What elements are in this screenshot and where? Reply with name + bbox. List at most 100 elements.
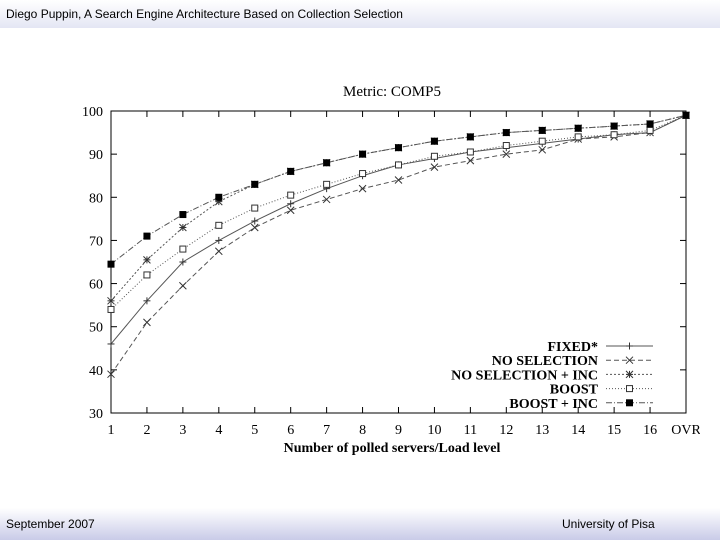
- marker-square-filled: [646, 120, 654, 128]
- chart-container: Metric: COMP5 30 40 50 60 70 80 90 100 1 2 3 4 5 6 7 8 9…: [60, 76, 701, 466]
- marker-square-open: [323, 180, 331, 188]
- legend-label: NO SELECTION: [492, 354, 598, 369]
- series-line: [110, 114, 687, 375]
- marker-square-filled: [215, 193, 223, 201]
- marker-square-open: [430, 152, 438, 160]
- slide-header-title: Diego Puppin, A Search Engine Architectu…: [6, 7, 403, 21]
- x-tick-label: 16: [643, 423, 657, 438]
- x-tick-label: 10: [427, 423, 441, 438]
- marker-cross: [394, 176, 403, 184]
- marker-square-open: [538, 137, 546, 145]
- marker-square-open: [359, 170, 367, 178]
- plot-frame: [110, 110, 687, 414]
- x-tick-label: 7: [323, 423, 330, 438]
- marker-square-filled: [359, 150, 367, 158]
- marker-square-filled: [466, 133, 474, 141]
- marker-square-open: [215, 221, 223, 229]
- marker-square-open: [502, 142, 510, 150]
- marker-asterisk: [107, 296, 115, 305]
- x-tick-label: 1: [108, 423, 115, 438]
- marker-square-filled: [323, 159, 331, 167]
- marker-square-open: [179, 245, 187, 253]
- marker-asterisk: [143, 255, 151, 264]
- marker-cross: [358, 184, 367, 193]
- y-tick-label: 40: [89, 364, 103, 379]
- marker-square-open: [143, 271, 151, 279]
- y-tick-label: 30: [89, 407, 103, 422]
- marker-cross: [143, 318, 151, 327]
- x-tick-label: 9: [395, 423, 402, 438]
- marker-cross: [538, 145, 547, 154]
- x-tick-label: 15: [607, 423, 621, 438]
- marker-square-filled: [430, 137, 438, 145]
- marker-square-open: [626, 385, 633, 393]
- legend-label: FIXED*: [547, 340, 598, 355]
- marker-square-filled: [682, 111, 690, 119]
- footer-date: September 2007: [6, 517, 95, 531]
- marker-square-filled: [143, 232, 151, 240]
- marker-cross: [502, 150, 511, 158]
- marker-cross: [625, 356, 634, 365]
- x-tick-label: 6: [287, 423, 294, 438]
- marker-cross: [107, 370, 115, 379]
- x-axis-label: Number of polled servers/Load level: [284, 441, 501, 456]
- series-layer: [107, 111, 690, 379]
- marker-square-open: [395, 161, 402, 169]
- series-boost: [107, 111, 690, 313]
- marker-cross: [466, 156, 475, 165]
- x-tick-label: 8: [359, 423, 366, 438]
- x-tick-label: 4: [215, 423, 222, 438]
- header-band: [0, 0, 720, 28]
- y-tick-label: 60: [89, 278, 103, 293]
- marker-square-filled: [251, 180, 259, 188]
- marker-asterisk: [625, 370, 634, 379]
- marker-cross: [286, 206, 295, 215]
- marker-cross: [322, 195, 331, 204]
- marker-square-filled: [538, 126, 546, 134]
- marker-square-filled: [287, 167, 295, 175]
- marker-square-filled: [502, 129, 510, 137]
- marker-square-filled: [179, 211, 187, 219]
- marker-square-open: [287, 191, 295, 199]
- y-tick-label: 100: [82, 105, 103, 120]
- chart-title: Metric: COMP5: [343, 84, 441, 100]
- series-line: [110, 114, 687, 265]
- marker-square-open: [107, 305, 115, 313]
- x-tick-label: OVR: [671, 423, 700, 438]
- marker-cross: [179, 281, 187, 290]
- marker-square-open: [574, 133, 582, 141]
- footer-institution: University of Pisa: [562, 517, 655, 531]
- x-tick-label: 5: [251, 423, 258, 438]
- x-tick-label: 2: [143, 423, 150, 438]
- series-no-selection-inc: [107, 111, 690, 305]
- marker-cross: [214, 247, 223, 256]
- x-tick-label: 11: [464, 423, 477, 438]
- y-tick-label: 80: [89, 191, 103, 206]
- marker-square-open: [466, 148, 474, 156]
- marker-square-filled: [626, 399, 633, 407]
- marker-square-filled: [610, 122, 618, 130]
- marker-square-filled: [574, 124, 582, 132]
- marker-square-open: [251, 204, 259, 212]
- marker-cross: [430, 163, 439, 171]
- footer-band: [0, 508, 720, 540]
- x-tick-label: 14: [571, 423, 585, 438]
- series-boost-inc: [107, 111, 690, 268]
- legend-label: BOOST: [550, 383, 599, 398]
- legend-label: NO SELECTION + INC: [451, 368, 598, 383]
- marker-cross: [250, 223, 259, 232]
- marker-square-open: [646, 126, 654, 134]
- x-tick-label: 12: [499, 423, 513, 438]
- series-no-selection: [107, 111, 690, 379]
- x-tick-label: 3: [179, 423, 186, 438]
- marker-square-open: [610, 131, 618, 139]
- legend-label: BOOST + INC: [509, 397, 598, 412]
- marker-square-filled: [107, 260, 115, 268]
- y-tick-label: 50: [89, 321, 103, 336]
- marker-square-filled: [395, 144, 402, 152]
- y-tick-label: 90: [89, 148, 103, 163]
- y-tick-label: 70: [89, 234, 103, 249]
- x-tick-label: 13: [535, 423, 549, 438]
